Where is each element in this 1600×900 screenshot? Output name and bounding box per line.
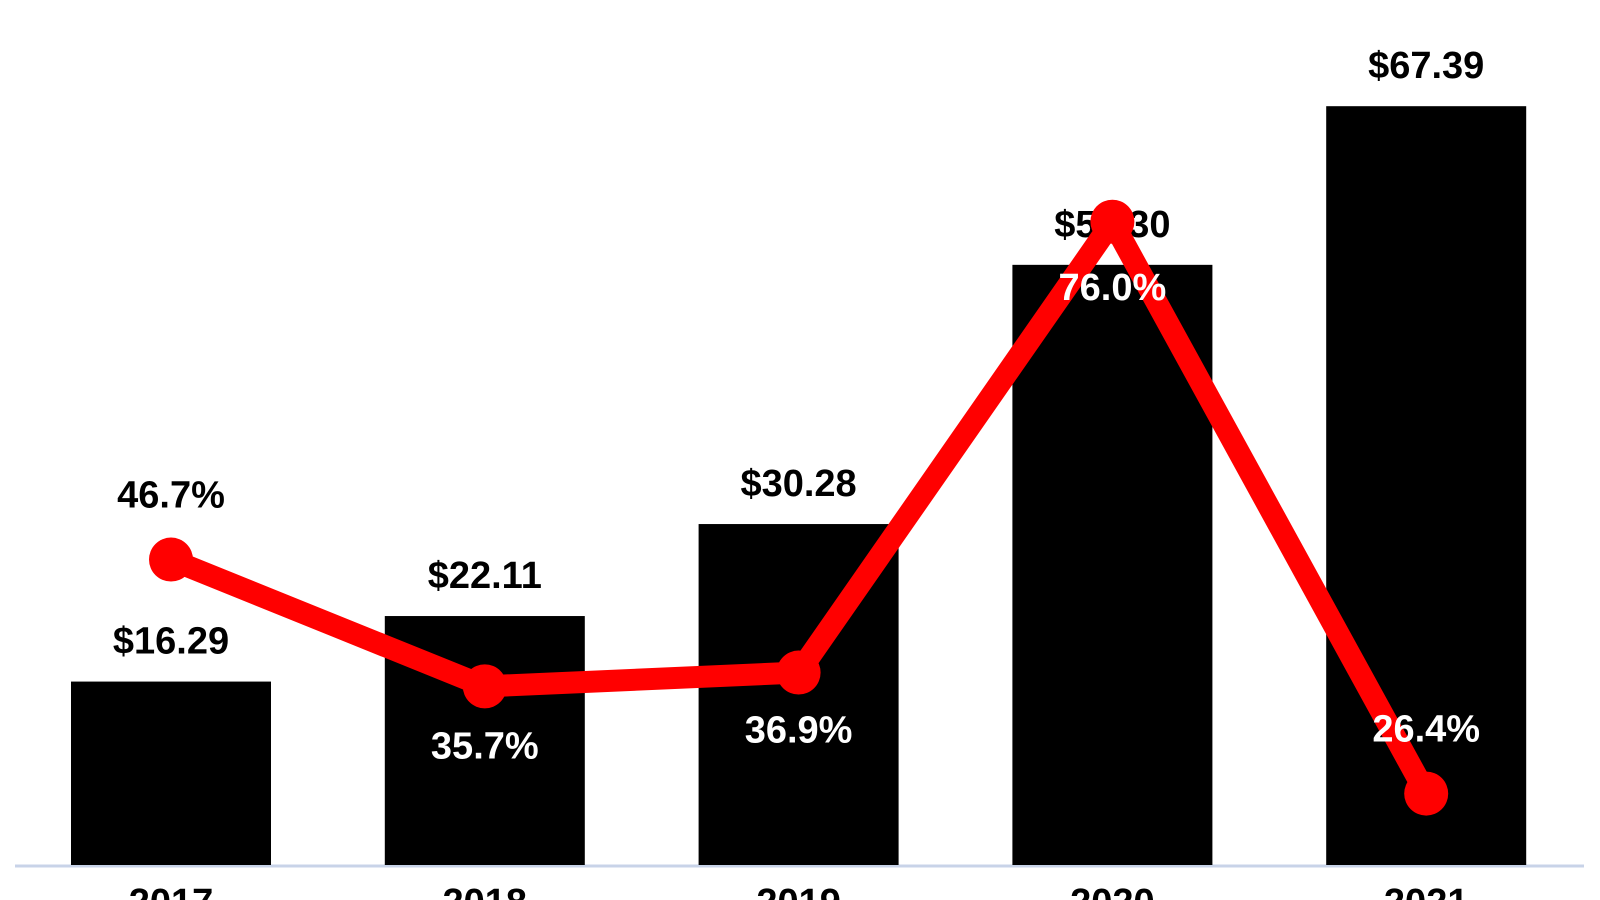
x-tick-label: 2017 xyxy=(129,882,214,900)
bar-value-label: $22.11 xyxy=(428,555,542,597)
x-tick-label: 2019 xyxy=(756,882,841,900)
bar xyxy=(71,681,271,865)
x-tick-label: 2020 xyxy=(1070,882,1155,900)
bar-value-label: $67.39 xyxy=(1368,45,1484,87)
bar-value-label: $30.28 xyxy=(740,463,856,505)
bar xyxy=(1326,106,1527,865)
line-point xyxy=(776,650,821,695)
x-tick-label: 2021 xyxy=(1384,882,1469,900)
x-tick-label: 2018 xyxy=(443,882,528,900)
line-point xyxy=(149,537,193,582)
line-value-label: 36.9% xyxy=(745,710,853,752)
line-value-label: 46.7% xyxy=(117,475,225,517)
bar-value-label: $16.29 xyxy=(113,621,229,663)
line-point xyxy=(1404,771,1449,816)
line-point xyxy=(462,664,507,709)
line-point xyxy=(1090,199,1135,244)
line-value-label: 76.0% xyxy=(1059,267,1167,309)
line-value-label: 35.7% xyxy=(431,725,539,767)
line-value-label: 26.4% xyxy=(1372,709,1480,751)
